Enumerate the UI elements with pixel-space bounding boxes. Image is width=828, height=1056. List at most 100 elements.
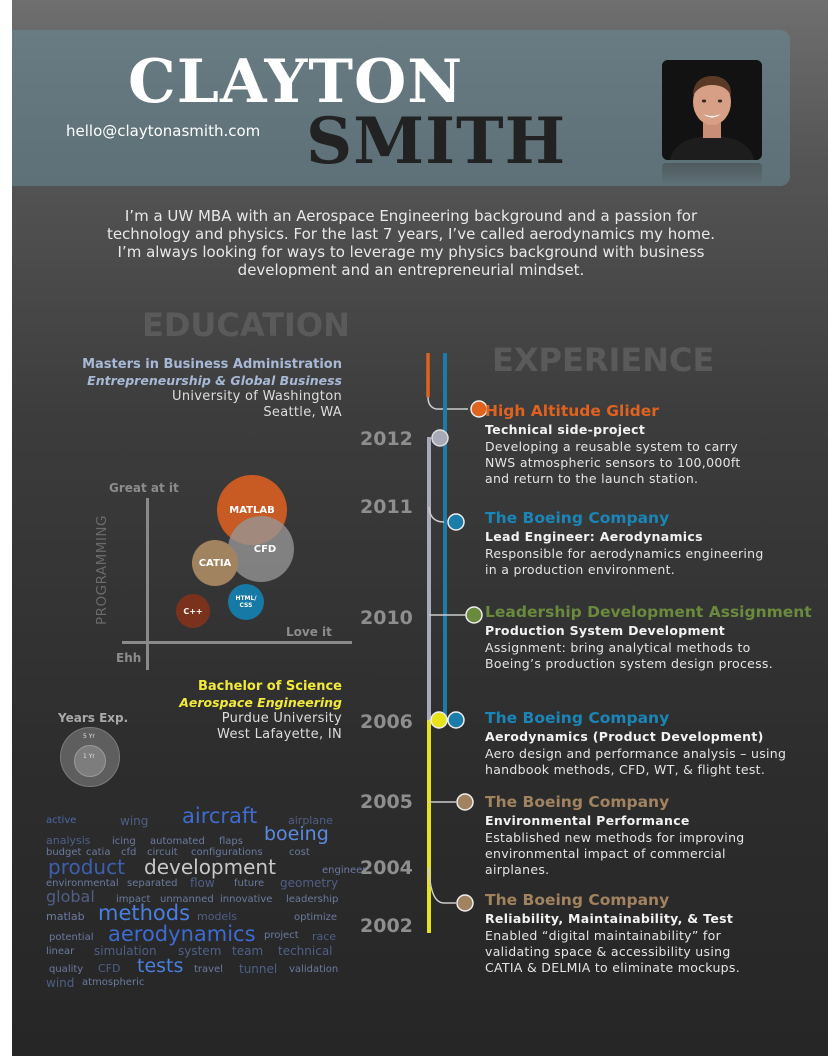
word-cloud-word: tunnel (239, 962, 278, 976)
exp-company: The Boeing Company (485, 709, 670, 727)
word-cloud-word: travel (194, 964, 224, 975)
word-cloud-word: aircraft (182, 804, 258, 828)
year-2011: 2011 (360, 496, 413, 518)
legend-circle-1yr (74, 745, 106, 777)
bubble-html-css: HTML/ CSS (228, 584, 264, 620)
word-cloud-word: wind (46, 976, 75, 990)
word-cloud-word: validation (289, 964, 339, 975)
word-cloud-word: future (234, 878, 265, 889)
word-cloud-word: airplane (288, 814, 333, 827)
word-cloud-word: configurations (191, 847, 263, 858)
experience-entry-boeing-aero: The Boeing Company Aerodynamics (Product… (485, 709, 805, 778)
bubble-matlab-label: MATLAB (229, 504, 275, 516)
chart-top-label: Great at it (109, 481, 179, 495)
masters-degree: Masters in Business Administration (82, 357, 342, 372)
timeline-node-2012 (431, 429, 449, 447)
years-exp-label: Years Exp. (58, 711, 129, 725)
timeline-node-boeing-2006 (447, 711, 465, 729)
legend-1yr-label: 1 Yr (83, 753, 95, 760)
exp-company: Leadership Development Assignment (485, 603, 812, 621)
exp-description: Established new methods for improving en… (485, 830, 745, 877)
word-cloud-word: linear (46, 946, 75, 957)
exp-description: Aero design and performance analysis – u… (485, 746, 787, 777)
experience-entry-glider: High Altitude Glider Technical side-proj… (485, 402, 805, 487)
timeline-graphic (426, 353, 488, 933)
experience-entry-boeing-rmt: The Boeing Company Reliability, Maintain… (485, 891, 805, 976)
word-cloud-word: race (312, 930, 337, 943)
exp-company: The Boeing Company (485, 891, 670, 909)
word-cloud-word: catia (86, 847, 111, 858)
exp-role: Reliability, Maintainability, & Test (485, 911, 734, 926)
word-cloud-word: impact (116, 894, 151, 905)
experience-entry-boeing-env: The Boeing Company Environmental Perform… (485, 793, 805, 878)
bubble-catia-label: CATIA (198, 557, 232, 569)
bubble-html-css-label: HTML/ CSS (235, 594, 257, 609)
exp-company: The Boeing Company (485, 793, 670, 811)
word-cloud-word: active (46, 815, 77, 826)
timeline-node-leadership (465, 606, 483, 624)
word-cloud-word: matlab (46, 910, 85, 923)
bubble-catia: CATIA (192, 540, 238, 586)
word-cloud-word: engineer (322, 865, 367, 876)
word-cloud-word: unmanned (160, 894, 214, 905)
legend-5yr-label: 5 Yr (83, 733, 95, 740)
bachelors-degree: Bachelor of Science (197, 679, 342, 694)
header-band (12, 30, 790, 186)
experience-entry-boeing-lead: The Boeing Company Lead Engineer: Aerody… (485, 509, 805, 578)
word-cloud-word: simulation (94, 944, 157, 958)
word-cloud-word: environmental (46, 878, 119, 889)
word-cloud-word: innovative (220, 894, 273, 905)
chart-y-axis (146, 498, 149, 670)
word-cloud-word: methods (98, 901, 191, 925)
word-cloud-word: CFD (98, 962, 121, 975)
exp-description: Assignment: bring analytical methods to … (485, 640, 774, 671)
word-cloud-word: analysis (46, 834, 91, 847)
chart-y-axis-label: PROGRAMMING (94, 515, 110, 626)
masters-block: Masters in Business Administration Entre… (72, 357, 342, 421)
word-cloud-word: potential (49, 932, 94, 943)
word-cloud: active wing aircraft airplane analysis icing a… (42, 800, 366, 1000)
bubble-cfd-label: CFD (253, 543, 277, 555)
timeline-node-2006-yellow (430, 711, 448, 729)
word-cloud-word: team (232, 944, 264, 958)
word-cloud-word: cost (289, 847, 310, 858)
chart-right-label: Love it (286, 625, 332, 639)
chart-x-axis (122, 641, 352, 644)
exp-role: Production System Development (485, 623, 726, 638)
exp-company: High Altitude Glider (485, 402, 659, 420)
exp-role: Aerodynamics (Product Development) (485, 729, 764, 744)
exp-role: Lead Engineer: Aerodynamics (485, 529, 703, 544)
bachelors-school: Purdue University (221, 711, 342, 726)
education-heading: EDUCATION (142, 306, 350, 344)
word-cloud-word: models (197, 910, 237, 923)
timeline-connector-2011 (428, 506, 445, 523)
year-2002: 2002 (360, 915, 413, 937)
word-cloud-word: budget (46, 847, 82, 858)
word-cloud-word: automated (150, 836, 205, 847)
masters-school: University of Washington (172, 389, 342, 404)
word-cloud-word: geometry (280, 876, 339, 890)
first-name: CLAYTON (128, 47, 464, 117)
word-cloud-word: aerodynamics (108, 922, 256, 946)
year-2005: 2005 (360, 791, 413, 813)
bubble-cfd: CFD (228, 516, 294, 582)
exp-role: Environmental Performance (485, 813, 690, 828)
word-cloud-word: boeing (264, 823, 329, 845)
masters-location: Seattle, WA (263, 405, 342, 420)
word-cloud-word: wing (120, 814, 149, 828)
word-cloud-word: separated (127, 878, 178, 889)
chart-origin-label: Ehh (116, 651, 142, 665)
timeline-node-boeing-2005 (456, 793, 474, 811)
word-cloud-word: circuit (147, 847, 178, 858)
word-cloud-word: flaps (219, 836, 243, 847)
email-link[interactable]: hello@claytonasmith.com (66, 122, 261, 140)
word-cloud-word: cfd (121, 847, 137, 858)
year-2004: 2004 (360, 857, 413, 879)
exp-description: Developing a reusable system to carry NW… (485, 439, 741, 486)
years-legend: 5 Yr 1 Yr (60, 727, 120, 787)
masters-focus: Entrepreneurship & Global Business (87, 373, 342, 388)
bubble-cpp: C++ (176, 594, 210, 628)
word-cloud-word: technical (278, 944, 333, 958)
timeline-node-boeing-2002 (456, 894, 474, 912)
exp-company: The Boeing Company (485, 509, 670, 527)
